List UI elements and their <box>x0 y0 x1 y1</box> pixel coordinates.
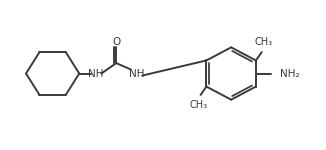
Text: CH₃: CH₃ <box>190 100 208 110</box>
Text: O: O <box>112 37 120 47</box>
Text: NH: NH <box>129 69 144 78</box>
Text: NH₂: NH₂ <box>280 69 299 78</box>
Text: CH₃: CH₃ <box>254 37 273 47</box>
Text: NH: NH <box>88 69 104 78</box>
